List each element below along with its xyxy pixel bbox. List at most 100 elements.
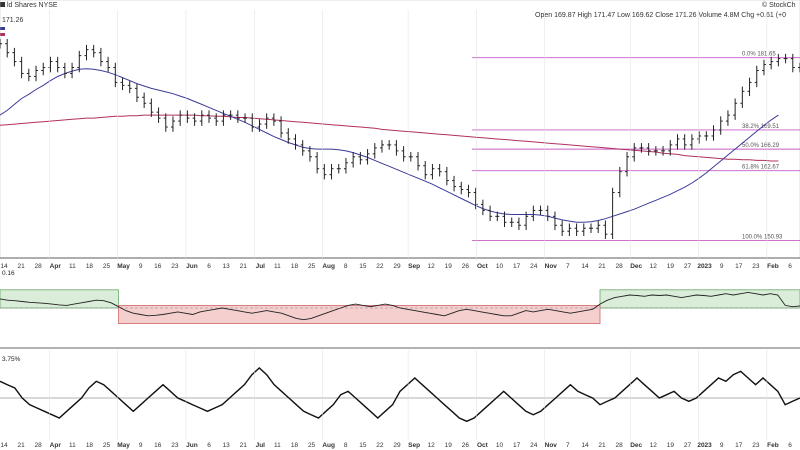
price-bar [502, 211, 507, 228]
price-bar [747, 77, 752, 97]
price-bar [235, 110, 240, 123]
x-tick-label: 11 [274, 442, 281, 449]
price-bars [0, 38, 800, 239]
watermark: © StockCh [762, 1, 796, 9]
price-bar [531, 205, 536, 222]
x-tick-label: 25 [308, 263, 316, 270]
price-bar [98, 47, 103, 67]
ohlc-readout: Open 169.87 High 171.47 Low 169.62 Close… [535, 12, 786, 19]
price-bar [466, 184, 471, 198]
price-bar [351, 152, 356, 168]
x-tick-label: Dec [630, 263, 642, 270]
price-bar [84, 44, 89, 61]
price-bar [545, 205, 550, 222]
x-tick-label: 2023 [697, 442, 712, 449]
price-bar [697, 131, 702, 144]
x-tick-label: 9 [139, 442, 143, 449]
price-bar [358, 152, 363, 165]
x-tick-label: 25 [103, 263, 111, 270]
rs-red-zone [118, 304, 601, 324]
price-bar [70, 62, 75, 79]
x-tick-label: 22 [376, 263, 384, 270]
x-tick-label: 6 [207, 442, 211, 449]
x-tick-label: Feb [767, 442, 779, 449]
x-tick-label: Sep [408, 442, 420, 449]
x-tick-label: Apr [50, 442, 62, 449]
price-bar [639, 143, 644, 153]
momentum-panel-label: 3.75% [2, 356, 21, 363]
price-bar [661, 146, 666, 156]
x-tick-label: 29 [393, 263, 401, 270]
x-tick-label: 18 [86, 263, 94, 270]
x-tick-label: 2023 [697, 263, 712, 270]
x-tick-label: 23 [752, 263, 760, 270]
price-bar [127, 80, 132, 94]
price-bar [725, 110, 730, 126]
x-tick-label: 11 [69, 442, 76, 449]
x-tick-label: Apr [50, 263, 62, 270]
price-bar [34, 65, 39, 82]
price-bar [163, 113, 168, 132]
x-tick-label: 17 [735, 263, 743, 270]
price-bar [156, 107, 161, 123]
x-tick-label: Jun [186, 263, 198, 270]
price-bar [329, 163, 334, 180]
x-tick-label: 21 [598, 263, 606, 270]
x-tick-label: 12 [428, 263, 436, 270]
x-tick-label: 22 [376, 442, 384, 449]
price-bar [610, 187, 615, 239]
price-bar [257, 119, 262, 132]
x-tick-label: Jun [186, 442, 198, 449]
price-bar [689, 134, 694, 150]
x-tick-label: 27 [684, 263, 692, 270]
x-tick-label: 15 [359, 442, 367, 449]
x-tick-label: 24 [530, 263, 538, 270]
x-tick-label: 21 [598, 442, 606, 449]
fib-label: 61.8% 162.67 [742, 165, 780, 171]
price-bar [740, 86, 745, 108]
fib-label: 38.2% 169.51 [742, 124, 780, 130]
x-tick-label: 21 [240, 442, 248, 449]
price-bar [416, 152, 421, 171]
price-bar [26, 68, 31, 82]
sma-200-path [0, 114, 779, 162]
price-bar [343, 158, 348, 174]
x-tick-label: 7 [566, 263, 570, 270]
x-tick-label: 14 [0, 442, 8, 449]
x-tick-label: 21 [240, 263, 248, 270]
price-bar [459, 181, 464, 195]
x-tick-label: 12 [650, 263, 658, 270]
x-tick-label: 18 [291, 263, 299, 270]
price-bar [675, 134, 680, 150]
price-bar [588, 223, 593, 233]
x-tick-label: 25 [308, 442, 316, 449]
x-tick-label: 28 [35, 442, 43, 449]
price-bar [516, 217, 521, 231]
sma50-legend-swatch [0, 27, 5, 30]
price-bar [444, 166, 449, 186]
price-bar [170, 116, 175, 132]
price-bar [149, 98, 154, 117]
price-bar [581, 223, 586, 236]
price-bar [733, 98, 738, 120]
price-bar [243, 113, 248, 123]
x-tick-label: 8 [344, 442, 348, 449]
price-bar [120, 77, 125, 91]
price-bar [0, 38, 2, 49]
x-tick-label: 12 [428, 442, 436, 449]
price-bar [430, 163, 435, 180]
price-bar [401, 146, 406, 162]
x-tick-label: Aug [322, 263, 335, 270]
x-tick-label: 23 [171, 263, 179, 270]
rs-line [0, 291, 800, 321]
x-tick-label: May [117, 442, 130, 449]
x-tick-label: 24 [530, 442, 538, 449]
price-bar [552, 211, 557, 231]
x-tick-label: 17 [513, 442, 521, 449]
fib-label: 50.0% 166.29 [742, 143, 780, 149]
sma-50-line [0, 68, 779, 223]
price-bar [488, 205, 493, 222]
price-panel-frame [0, 0, 800, 259]
price-bar [632, 143, 637, 162]
momentum-panel [0, 367, 800, 423]
